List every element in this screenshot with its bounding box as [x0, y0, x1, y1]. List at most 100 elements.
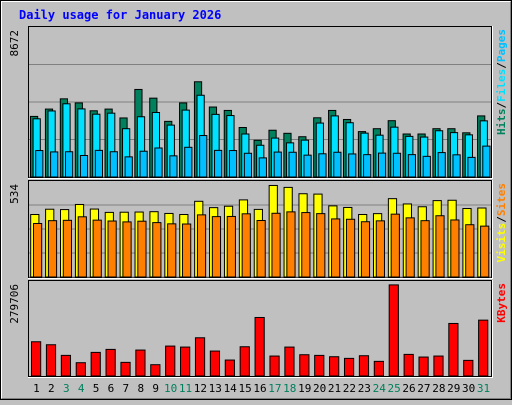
- sites-bar: [405, 217, 415, 278]
- kbytes-bar: [463, 359, 474, 377]
- kbytes-bar: [45, 344, 57, 377]
- sites-bar: [360, 221, 371, 278]
- kbytes-bar: [60, 354, 72, 377]
- kbytes-bar: [403, 353, 414, 377]
- sites-bar: [271, 212, 281, 278]
- pages-bar: [94, 149, 104, 178]
- kbytes-bar: [343, 357, 355, 377]
- day-label: 17: [268, 382, 281, 395]
- sites-bar: [107, 220, 117, 278]
- day-label: 12: [194, 382, 207, 395]
- sites-bar: [152, 222, 162, 278]
- day-label: 18: [283, 382, 296, 395]
- kbytes-bar: [269, 355, 280, 377]
- pages-bar: [258, 157, 267, 178]
- kbytes-bar: [448, 322, 459, 377]
- pages-bar: [377, 152, 387, 178]
- day-label: 31: [477, 382, 490, 395]
- day-label: 23: [358, 382, 371, 395]
- pages-bar: [318, 153, 327, 178]
- day-label: 11: [179, 382, 192, 395]
- day-label: 2: [48, 382, 55, 395]
- panel-1-ymax-label: 8672: [8, 30, 21, 57]
- sites-bar: [331, 218, 341, 278]
- sites-bar: [465, 224, 475, 278]
- pages-bar: [348, 153, 357, 178]
- sites-bar: [226, 215, 236, 278]
- sites-bar: [480, 225, 490, 278]
- pages-bar: [65, 151, 74, 178]
- kbytes-bar: [120, 361, 131, 377]
- day-label: 5: [93, 382, 100, 395]
- legend-separator: /: [495, 216, 508, 223]
- day-label: 16: [253, 382, 266, 395]
- sites-bar: [137, 220, 147, 278]
- sites-bar: [62, 219, 73, 278]
- day-label: 15: [238, 382, 251, 395]
- pages-bar: [482, 145, 491, 178]
- sites-bar: [435, 215, 445, 278]
- pages-bar: [392, 152, 402, 178]
- day-label: 10: [164, 382, 177, 395]
- day-label: 14: [224, 382, 238, 395]
- sites-bar: [241, 213, 251, 278]
- day-label: 19: [298, 382, 311, 395]
- legend-pages: Pages: [495, 29, 508, 62]
- day-label: 22: [343, 382, 356, 395]
- kbytes-bar: [284, 346, 295, 377]
- sites-bar: [450, 219, 460, 278]
- sites-bar: [196, 214, 207, 278]
- kbytes-bar: [31, 341, 42, 377]
- pages-bar: [422, 155, 431, 178]
- pages-bar: [124, 156, 133, 178]
- legend-files: Files: [495, 69, 508, 102]
- pages-bar: [437, 152, 446, 178]
- day-label: 29: [447, 382, 460, 395]
- sites-bar: [316, 213, 326, 278]
- kbytes-bar: [194, 337, 206, 377]
- sites-bar: [256, 219, 266, 278]
- legend-hits: Hits: [495, 109, 508, 136]
- sites-bar: [77, 216, 87, 278]
- kbytes-bar: [433, 355, 444, 377]
- kbytes-bar: [254, 316, 265, 377]
- kbytes-bar: [90, 351, 101, 377]
- sites-bar: [345, 218, 356, 278]
- sites-bar: [301, 212, 311, 278]
- legend-sites: Sites: [495, 183, 508, 216]
- day-label: 1: [33, 382, 40, 395]
- sites-bar: [167, 223, 177, 278]
- sites-bar: [122, 221, 132, 278]
- panel-1-highlight: [28, 26, 493, 179]
- panel-2-highlight: [28, 180, 493, 279]
- pages-bar: [199, 135, 208, 178]
- pages-bar: [407, 154, 416, 178]
- pages-bar: [363, 154, 372, 178]
- pages-bar: [288, 151, 297, 178]
- panel-2-legend: Visits/Sites: [495, 183, 508, 263]
- pages-bar: [35, 150, 44, 178]
- pages-bar: [452, 154, 461, 178]
- day-label: 6: [108, 382, 115, 395]
- day-label: 20: [313, 382, 326, 395]
- frame-shadow: [2, 2, 511, 399]
- kbytes-bar: [418, 356, 429, 377]
- pages-bar: [243, 152, 253, 178]
- panel-3-highlight: [28, 280, 493, 378]
- pages-bar: [109, 151, 118, 178]
- kbytes-bar: [135, 349, 146, 377]
- kbytes-bar: [105, 348, 116, 377]
- pages-bar: [79, 154, 89, 178]
- legend-separator: /: [495, 62, 508, 69]
- kbytes-bar: [314, 354, 325, 377]
- day-label: 21: [328, 382, 341, 395]
- sites-bar: [375, 220, 385, 278]
- frame-highlight: [1, 1, 510, 398]
- kbytes-bar: [75, 362, 86, 377]
- kbytes-bar: [373, 360, 384, 377]
- pages-bar: [333, 151, 342, 178]
- sites-bar: [420, 220, 430, 278]
- day-label: 24: [373, 382, 387, 395]
- kbytes-bar: [165, 345, 176, 377]
